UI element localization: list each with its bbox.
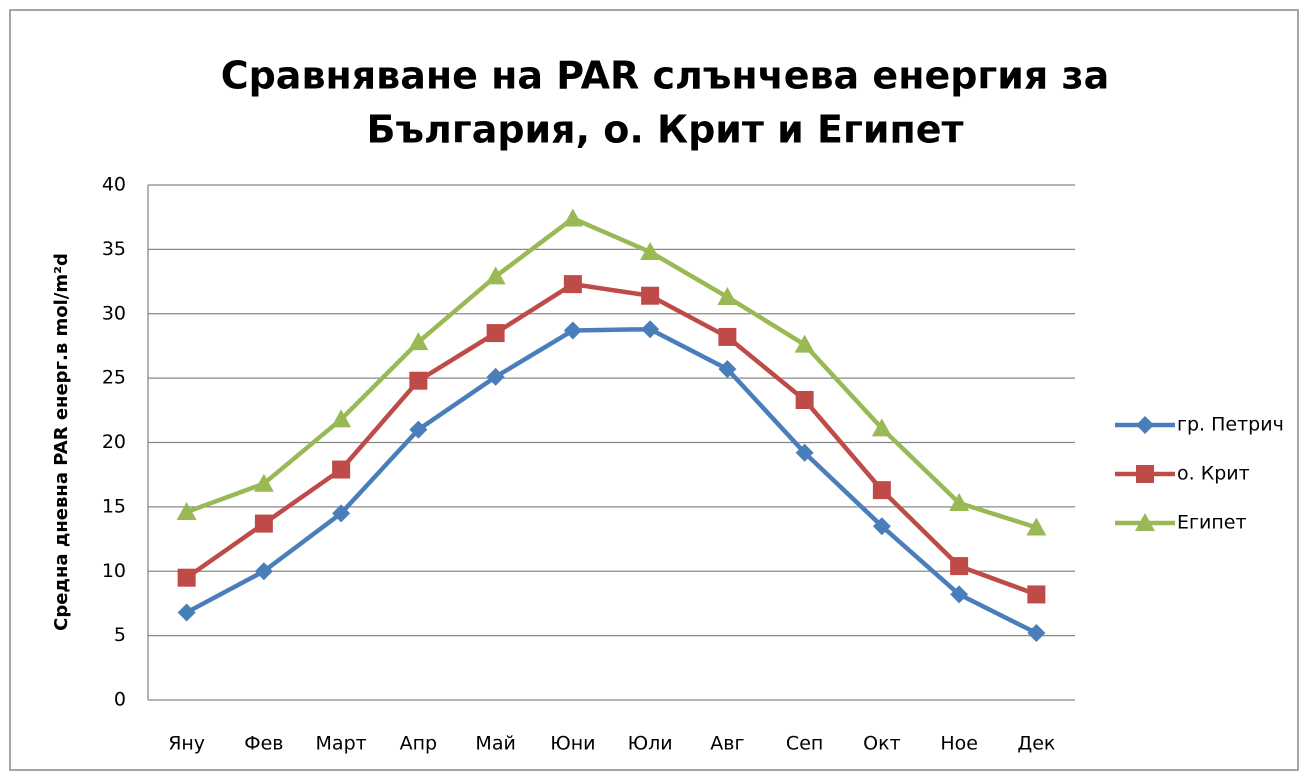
point — [640, 241, 661, 260]
x-tick-label: Ное — [940, 733, 978, 755]
point — [176, 502, 197, 521]
y-tick-label: 5 — [114, 624, 126, 646]
point — [254, 562, 273, 581]
point — [485, 266, 506, 285]
point — [331, 409, 352, 428]
point — [409, 371, 428, 390]
y-tick-label: 20 — [102, 431, 126, 453]
y-tick-label: 15 — [102, 495, 126, 517]
x-tick-label: Март — [316, 733, 367, 755]
x-tick-label: Окт — [863, 733, 901, 755]
y-tick-label: 30 — [102, 302, 126, 324]
point — [1136, 416, 1154, 434]
x-tick-label: Дек — [1017, 733, 1055, 755]
point — [717, 287, 738, 306]
point — [1136, 465, 1154, 483]
chart-title: Сравняване на PAR слънчева енергия за — [221, 54, 1110, 98]
legend-label: Египет — [1177, 512, 1247, 534]
y-tick-label: 25 — [102, 367, 126, 389]
point — [795, 443, 814, 462]
series-line — [185, 281, 1038, 597]
point — [718, 327, 737, 346]
y-tick-label: 10 — [102, 560, 126, 582]
point — [871, 418, 892, 437]
chart-title: България, о. Крит и Египет — [367, 108, 964, 152]
x-tick-label: Юли — [628, 733, 673, 755]
point — [486, 367, 505, 386]
y-tick-label: 0 — [114, 689, 126, 711]
point — [177, 603, 196, 622]
point — [253, 473, 274, 492]
point — [408, 332, 429, 351]
point — [950, 585, 969, 604]
x-tick-label: Май — [475, 733, 515, 755]
y-axis-label: Средна дневна PAR енерг.в mol/m²d — [51, 253, 72, 631]
point — [950, 557, 969, 576]
point — [177, 568, 196, 587]
point — [641, 286, 660, 305]
point — [1027, 585, 1046, 604]
point — [486, 324, 505, 343]
series-line — [185, 216, 1038, 530]
point — [562, 208, 583, 227]
x-tick-label: Фев — [244, 733, 283, 755]
x-tick-label: Юни — [550, 733, 595, 755]
point — [794, 334, 815, 353]
point — [949, 493, 970, 512]
point — [1027, 624, 1046, 643]
legend-label: гр. Петрич — [1177, 414, 1284, 436]
point — [332, 504, 351, 523]
point — [409, 420, 428, 439]
point — [254, 514, 273, 533]
point — [563, 321, 582, 340]
x-tick-label: Авг — [710, 733, 744, 755]
point — [641, 320, 660, 339]
point — [795, 391, 814, 410]
point — [872, 517, 891, 536]
x-tick-label: Сеп — [786, 733, 823, 755]
x-tick-label: Апр — [400, 733, 437, 755]
point — [332, 460, 351, 479]
series-line — [185, 326, 1038, 636]
point — [872, 481, 891, 500]
y-tick-label: 40 — [102, 174, 126, 196]
point — [563, 275, 582, 294]
point — [718, 360, 737, 379]
x-tick-label: Яну — [168, 733, 205, 755]
legend-label: о. Крит — [1177, 463, 1250, 485]
point — [1135, 513, 1155, 531]
y-tick-label: 35 — [102, 238, 126, 260]
chart-frame — [9, 9, 1299, 771]
point — [1026, 517, 1047, 536]
